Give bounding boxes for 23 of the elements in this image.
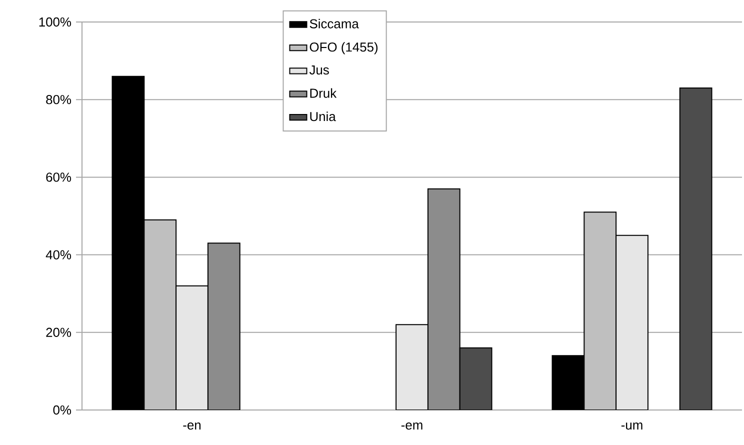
legend-label: Siccama xyxy=(310,18,359,28)
legend-label: Druk xyxy=(310,88,337,98)
y-tick-label: 100% xyxy=(39,17,72,27)
legend-label: Unia xyxy=(310,112,336,122)
bar xyxy=(584,212,617,410)
y-tick-label: 40% xyxy=(46,250,72,260)
bar xyxy=(679,87,712,410)
x-tick-label: -um xyxy=(621,422,642,430)
legend-label: OFO (1455) xyxy=(310,42,378,54)
bar xyxy=(459,347,492,410)
bar xyxy=(144,219,177,410)
legend-label: Jus xyxy=(309,65,329,75)
bar xyxy=(176,285,208,410)
x-tick-label: -en xyxy=(183,422,201,430)
y-tick-label: 20% xyxy=(46,328,72,337)
bar xyxy=(396,324,428,410)
bar xyxy=(207,242,240,410)
bar xyxy=(427,188,460,410)
y-tick-label: 60% xyxy=(46,172,72,182)
y-tick-label: 80% xyxy=(46,95,72,104)
bar xyxy=(616,234,648,410)
x-tick-label: -em xyxy=(401,422,422,430)
y-tick-label: 0% xyxy=(53,405,72,415)
